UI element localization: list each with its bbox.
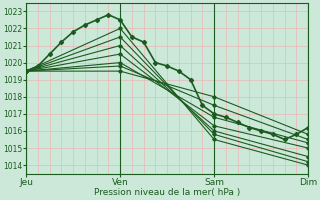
X-axis label: Pression niveau de la mer( hPa ): Pression niveau de la mer( hPa ) (94, 188, 240, 197)
